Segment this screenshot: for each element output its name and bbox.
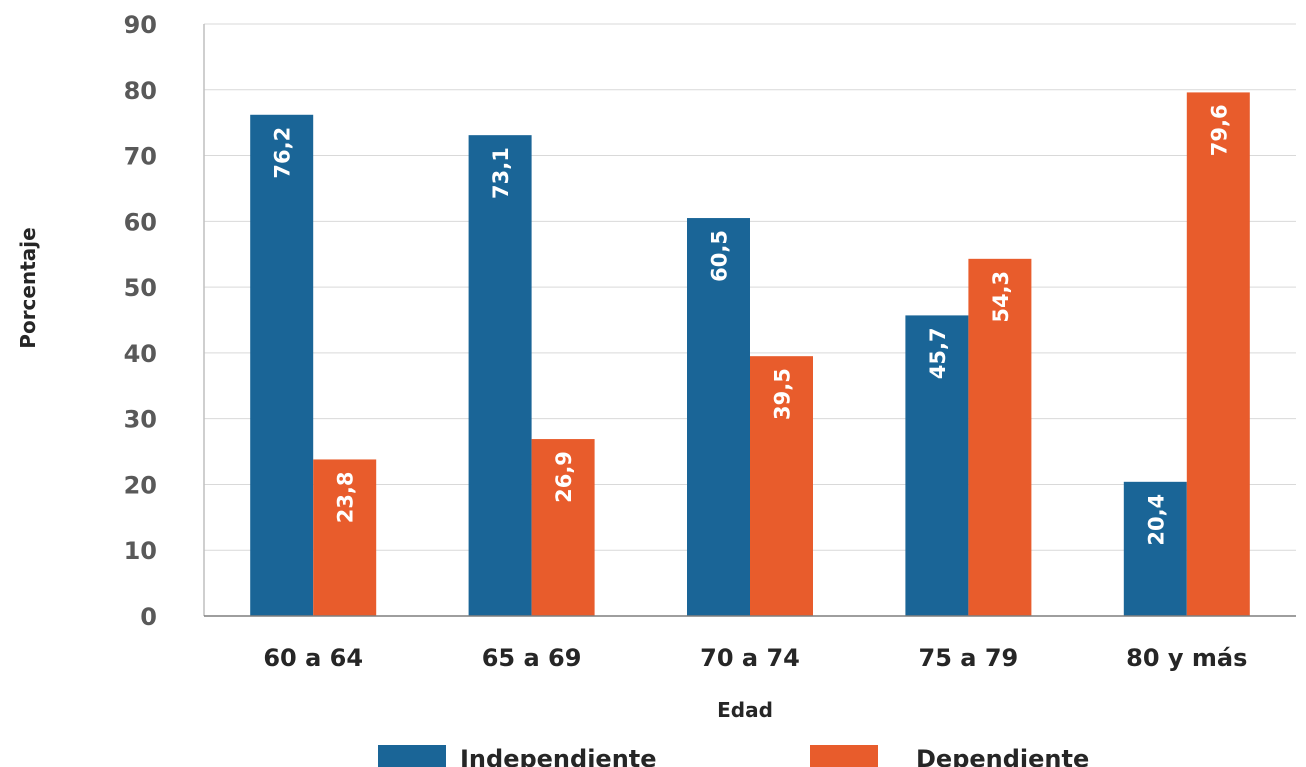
bar-data-label: 76,2	[271, 127, 295, 179]
bar-data-label: 73,1	[489, 147, 513, 199]
x-tick-label: 75 a 79	[919, 644, 1019, 672]
legend-swatch-independiente	[378, 745, 446, 767]
y-tick-label: 70	[124, 143, 157, 171]
y-tick-label: 50	[124, 274, 157, 302]
bars: 76,2 23,8 73,1 26,9 60,5 39,5 45,7 54,3 20,4 79,6	[250, 92, 1250, 617]
legend-swatch-dependiente	[810, 745, 878, 767]
bar-independiente-3	[905, 315, 969, 616]
axes	[203, 24, 1296, 617]
y-tick-label: 10	[124, 537, 157, 565]
y-tick-label: 60	[124, 208, 157, 236]
bar-data-label: 20,4	[1144, 494, 1168, 546]
bar-data-label: 23,8	[334, 471, 358, 523]
y-tick-labels: 0 10 20 30 40 50 60 70 80 90	[124, 11, 157, 631]
bar-independiente-2	[687, 218, 750, 617]
x-tick-labels: 60 a 64 65 a 69 70 a 74 75 a 79 80 y más	[263, 644, 1247, 672]
bar-data-label: 39,5	[771, 368, 795, 420]
bar-dependiente-3	[968, 258, 1032, 616]
bar-independiente-1	[468, 135, 532, 617]
bar-data-label: 79,6	[1207, 104, 1231, 156]
bar-data-label: 26,9	[552, 451, 576, 503]
bar-independiente-0	[250, 114, 314, 617]
y-tick-label: 80	[124, 77, 157, 105]
bar-independiente-4	[1123, 481, 1187, 616]
legend-label-independiente: Independiente	[460, 745, 657, 767]
y-tick-label: 40	[124, 340, 157, 368]
y-tick-label: 20	[124, 471, 157, 499]
y-tick-label: 0	[140, 603, 157, 631]
y-axis-title: Porcentaje	[16, 227, 40, 348]
y-tick-label: 90	[124, 11, 157, 39]
bar-data-label: 45,7	[926, 327, 950, 379]
x-tick-label: 60 a 64	[263, 644, 363, 672]
legend-label-dependiente: Dependiente	[916, 745, 1089, 767]
bar-dependiente-4	[1186, 92, 1250, 617]
bar-data-label: 60,5	[708, 230, 732, 282]
y-tick-label: 30	[124, 406, 157, 434]
x-tick-label: 80 y más	[1126, 644, 1247, 672]
bar-data-label: 54,3	[989, 271, 1013, 323]
bar-dependiente-1	[531, 439, 595, 616]
bar-dependiente-2	[750, 356, 813, 616]
bar-dependiente-0	[313, 459, 377, 616]
legend: Independiente Dependiente	[378, 745, 1089, 767]
x-tick-label: 65 a 69	[482, 644, 582, 672]
x-axis-title: Edad	[717, 698, 773, 722]
x-tick-label: 70 a 74	[700, 644, 800, 672]
